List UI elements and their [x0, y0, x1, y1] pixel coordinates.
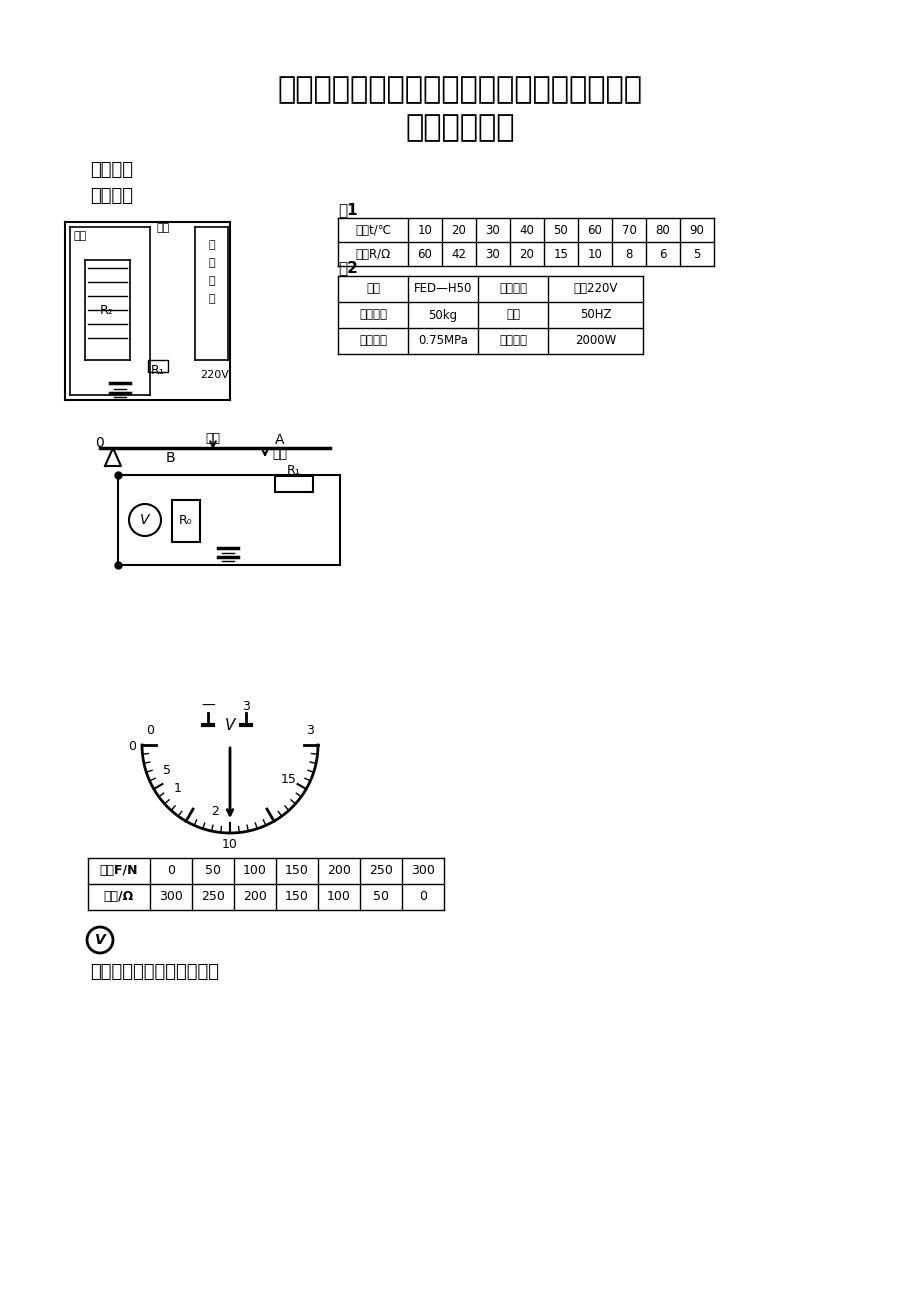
Text: 0: 0 [418, 891, 426, 904]
Text: 50: 50 [205, 865, 221, 878]
Text: 300: 300 [159, 891, 183, 904]
Text: 60: 60 [417, 247, 432, 260]
Text: 60: 60 [587, 224, 602, 237]
Text: 70: 70 [621, 224, 636, 237]
Text: 200: 200 [243, 891, 267, 904]
Text: 250: 250 [369, 865, 392, 878]
Text: 50HZ: 50HZ [579, 309, 610, 322]
Text: 触点: 触点 [156, 223, 169, 233]
Text: 80: 80 [655, 224, 670, 237]
Text: 实用文案: 实用文案 [90, 187, 133, 204]
Text: 压力F/N: 压力F/N [99, 865, 138, 878]
Text: 压杆: 压杆 [272, 448, 287, 461]
Text: 额定功率: 额定功率 [498, 335, 527, 348]
Text: 15: 15 [553, 247, 568, 260]
Text: 0: 0 [146, 724, 153, 737]
Bar [275, 477, 312, 492]
Text: 15: 15 [280, 773, 296, 786]
Text: 表1: 表1 [337, 203, 357, 217]
Text: 0: 0 [96, 436, 104, 450]
Text: 表2: 表2 [337, 260, 357, 276]
Text: 热: 热 [208, 258, 214, 268]
Text: 20: 20 [519, 247, 534, 260]
Text: 250: 250 [201, 891, 224, 904]
Text: 10: 10 [221, 838, 238, 852]
Text: 150: 150 [285, 891, 309, 904]
Text: 0.75MPa: 0.75MPa [417, 335, 468, 348]
Text: 器: 器 [208, 294, 214, 303]
Text: 6: 6 [659, 247, 666, 260]
Text: 3: 3 [306, 724, 313, 737]
Text: 0: 0 [167, 865, 175, 878]
Text: —: — [201, 699, 215, 713]
Text: 3: 3 [242, 699, 250, 712]
Text: 100: 100 [243, 865, 267, 878]
Text: 90: 90 [689, 224, 704, 237]
Text: 20: 20 [451, 224, 466, 237]
Text: 电阻/Ω: 电阻/Ω [104, 891, 134, 904]
Text: 2: 2 [211, 805, 219, 818]
Text: 30: 30 [485, 247, 500, 260]
Text: 5: 5 [163, 763, 171, 776]
Text: 5: 5 [693, 247, 700, 260]
Text: R₀: R₀ [179, 514, 193, 527]
Text: 200: 200 [327, 865, 350, 878]
Text: R₁: R₁ [287, 464, 301, 477]
Text: 最大水量: 最大水量 [358, 309, 387, 322]
Text: 额定内压: 额定内压 [358, 335, 387, 348]
Text: 衔铁: 衔铁 [74, 230, 86, 241]
Bar [148, 359, 168, 372]
Text: B: B [165, 450, 175, 465]
Text: V: V [95, 934, 106, 947]
Text: 托盘: 托盘 [205, 431, 221, 444]
Text: 型号: 型号 [366, 283, 380, 296]
Bar [172, 500, 199, 542]
Text: V: V [224, 717, 235, 733]
Text: 10: 10 [417, 224, 432, 237]
Text: 频率: 频率 [505, 309, 519, 322]
Text: R₂: R₂ [100, 303, 114, 316]
Text: A: A [275, 434, 285, 447]
Text: 50kg: 50kg [428, 309, 457, 322]
Text: 100: 100 [327, 891, 350, 904]
Text: 温度t/℃: 温度t/℃ [355, 224, 391, 237]
Text: 1: 1 [174, 781, 181, 794]
Text: V: V [140, 513, 150, 527]
Text: FED—H50: FED—H50 [414, 283, 471, 296]
Text: 30: 30 [485, 224, 500, 237]
Text: 电: 电 [208, 240, 214, 250]
Text: R₁: R₁ [151, 363, 165, 376]
Text: 8: 8 [625, 247, 632, 260]
Text: 标准文档: 标准文档 [90, 161, 133, 178]
Text: 10: 10 [587, 247, 602, 260]
Text: 42: 42 [451, 247, 466, 260]
Text: 自动控制与简单机械压轴题: 自动控制与简单机械压轴题 [90, 963, 219, 980]
Text: 50: 50 [372, 891, 389, 904]
Text: 0: 0 [128, 741, 136, 754]
Text: 电阻R/Ω: 电阻R/Ω [355, 247, 391, 260]
Text: 40: 40 [519, 224, 534, 237]
Text: 150: 150 [285, 865, 309, 878]
Text: 中学考试压轴题带电磁继电器地自动控制与简: 中学考试压轴题带电磁继电器地自动控制与简 [278, 76, 641, 104]
Text: 300: 300 [411, 865, 435, 878]
Text: 220V: 220V [200, 370, 229, 380]
Text: 额定电压: 额定电压 [498, 283, 527, 296]
Text: 单机械压轴题: 单机械压轴题 [404, 113, 515, 142]
Text: 水: 水 [208, 276, 214, 286]
Text: 50: 50 [553, 224, 568, 237]
Text: 2000W: 2000W [574, 335, 616, 348]
Text: 交流220V: 交流220V [573, 283, 617, 296]
